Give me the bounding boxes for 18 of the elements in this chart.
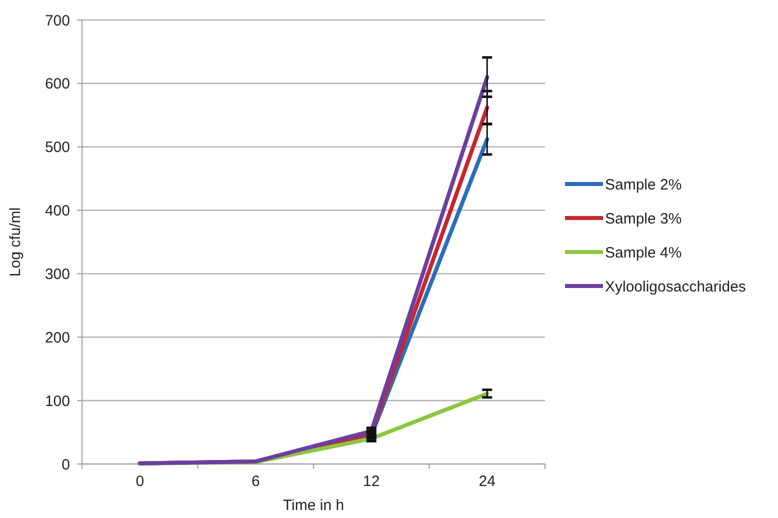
y-tick-label: 200 bbox=[44, 329, 70, 346]
y-tick-label: 700 bbox=[44, 12, 70, 30]
legend-label: Sample 3% bbox=[605, 210, 682, 228]
legend-label: Sample 2% bbox=[605, 176, 682, 194]
x-tick-label: 24 bbox=[478, 473, 496, 490]
y-tick-label: 400 bbox=[44, 202, 70, 220]
y-tick-label: 300 bbox=[44, 266, 70, 283]
legend-label: Xylooligosaccharides bbox=[605, 278, 746, 296]
y-tick-label: 100 bbox=[44, 392, 70, 410]
x-axis-title: Time in h bbox=[282, 497, 344, 514]
y-axis-title: Log cfu/ml bbox=[7, 207, 24, 277]
y-tick-label: 0 bbox=[62, 456, 70, 474]
y-tick-label: 600 bbox=[44, 76, 70, 93]
x-tick-label: 12 bbox=[363, 473, 380, 490]
legend-label: Sample 4% bbox=[605, 244, 682, 262]
x-tick-label: 0 bbox=[136, 473, 144, 490]
x-tick-label: 6 bbox=[251, 473, 260, 490]
y-tick-label: 500 bbox=[44, 139, 70, 156]
